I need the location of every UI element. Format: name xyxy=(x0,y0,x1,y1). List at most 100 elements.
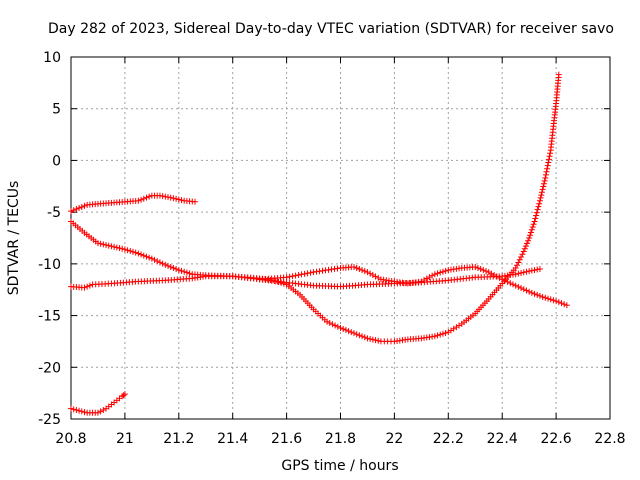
data-point xyxy=(545,159,552,166)
data-point xyxy=(162,193,169,200)
y-tick-label: -10 xyxy=(38,257,61,273)
data-point xyxy=(485,269,492,276)
series-lower-middle-band xyxy=(256,266,543,290)
data-point xyxy=(429,272,436,279)
x-tick-label: 20.8 xyxy=(55,431,86,447)
series-descending-wave xyxy=(68,71,562,345)
data-point xyxy=(307,269,314,276)
data-point xyxy=(167,194,174,201)
data-point xyxy=(146,254,153,261)
y-axis-label: SDTVAR / TECUs xyxy=(6,181,22,296)
data-point xyxy=(350,330,357,337)
data-point xyxy=(348,329,355,336)
data-point xyxy=(534,266,541,273)
data-point xyxy=(154,258,161,265)
data-point xyxy=(108,243,115,250)
data-point xyxy=(301,270,308,277)
data-point xyxy=(359,267,366,274)
data-point xyxy=(523,287,530,294)
data-point xyxy=(474,264,481,271)
data-point xyxy=(73,407,80,414)
data-point xyxy=(342,327,349,334)
data-point xyxy=(345,328,352,335)
data-point xyxy=(81,284,88,291)
data-point xyxy=(105,242,112,249)
data-point xyxy=(353,331,360,338)
data-point xyxy=(533,209,540,216)
data-point xyxy=(538,189,545,196)
y-tick-label: -20 xyxy=(38,360,61,376)
data-point xyxy=(350,263,357,270)
data-point xyxy=(113,244,120,251)
data-point xyxy=(558,300,565,307)
data-point xyxy=(375,337,382,344)
data-point xyxy=(124,247,131,254)
data-point xyxy=(289,273,296,280)
data-point xyxy=(135,197,142,204)
data-point xyxy=(522,243,529,250)
data-point xyxy=(129,248,136,255)
data-point xyxy=(326,320,333,327)
data-point xyxy=(97,408,104,415)
data-point xyxy=(369,336,376,343)
y-tick-label: -5 xyxy=(47,205,61,221)
data-point xyxy=(364,335,371,342)
data-point xyxy=(528,267,535,274)
x-tick-label: 22.6 xyxy=(541,431,572,447)
data-point xyxy=(173,195,180,202)
data-point xyxy=(181,268,188,275)
data-point xyxy=(127,248,134,255)
data-point xyxy=(138,251,145,258)
data-point xyxy=(135,250,142,257)
data-point xyxy=(140,195,147,202)
x-tick-label: 21 xyxy=(116,431,134,447)
data-point xyxy=(550,297,557,304)
data-point xyxy=(534,206,541,213)
data-point xyxy=(507,280,514,287)
data-point xyxy=(434,332,441,339)
data-point xyxy=(372,337,379,344)
data-point xyxy=(431,333,438,340)
data-point xyxy=(97,240,104,247)
data-point xyxy=(529,223,536,230)
data-point xyxy=(151,256,158,263)
data-point xyxy=(521,245,528,252)
data-point xyxy=(178,197,185,204)
data-point xyxy=(544,162,551,169)
data-point xyxy=(332,322,339,329)
data-point xyxy=(186,270,193,277)
data-point xyxy=(165,194,172,201)
x-tick-label: 22.4 xyxy=(487,431,518,447)
data-point xyxy=(70,406,77,413)
data-point xyxy=(518,269,525,276)
data-point xyxy=(512,264,519,271)
data-point xyxy=(561,301,568,308)
data-point xyxy=(148,255,155,262)
data-point xyxy=(516,256,523,263)
data-point xyxy=(100,407,107,414)
data-point xyxy=(533,212,540,219)
data-point xyxy=(542,175,549,182)
data-point xyxy=(527,232,534,239)
data-point xyxy=(146,193,153,200)
data-point xyxy=(542,171,549,178)
data-point xyxy=(537,194,544,201)
x-tick-label: 21.4 xyxy=(217,431,248,447)
data-point xyxy=(434,270,441,277)
x-axis-label: GPS time / hours xyxy=(281,458,398,474)
data-point xyxy=(140,252,147,259)
y-tick-label: 0 xyxy=(52,153,61,169)
data-point xyxy=(472,263,479,270)
data-point xyxy=(143,194,150,201)
data-point xyxy=(73,206,80,213)
data-point xyxy=(539,186,546,193)
data-point xyxy=(356,266,363,273)
data-point xyxy=(439,330,446,337)
axis-ticks: 20.8 21 21.2 21.4 21.6 21.8 22 22.2 22.4 22.6 22.8… xyxy=(38,50,625,447)
data-point xyxy=(156,192,163,199)
data-point xyxy=(520,286,527,293)
data-point xyxy=(531,267,538,274)
data-point xyxy=(361,268,368,275)
